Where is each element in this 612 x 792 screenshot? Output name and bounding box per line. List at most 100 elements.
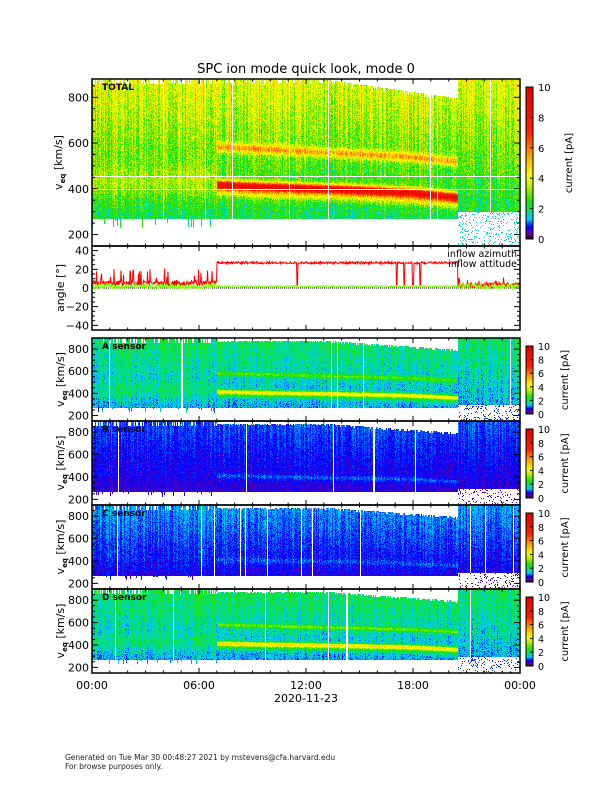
colorbar-tick-label: 10 (538, 425, 550, 436)
colorbar-tick-label: 10 (538, 593, 550, 604)
colorbar-tick-label: 4 (538, 174, 544, 185)
y-tick-label: 400 (68, 471, 89, 484)
colorbar-tick-label: 8 (538, 439, 544, 450)
colorbar-tick-label: 6 (538, 453, 544, 464)
azimuth-series (91, 259, 521, 290)
y-tick-label: −20 (66, 301, 89, 314)
panel-label-d: D sensor (102, 593, 147, 603)
y-tick-label: 600 (68, 449, 89, 462)
colorbar-total (525, 86, 534, 240)
y-axis-label: veq [km/s] (54, 352, 69, 407)
panel-label-total: TOTAL (102, 83, 134, 93)
y-tick-label: 800 (68, 343, 89, 356)
colorbar-tick-label: 4 (538, 466, 544, 477)
y-axis-label: angle [°] (54, 264, 67, 312)
spectrogram-c (92, 505, 520, 589)
spectrogram-total (92, 79, 520, 246)
colorbar-b (525, 428, 534, 499)
colorbar-tick-label: 6 (538, 144, 544, 155)
colorbar-tick-label: 8 (538, 523, 544, 534)
footer-generated: Generated on Tue Mar 30 00:48:27 2021 by… (65, 753, 336, 762)
chart-title: SPC ion mode quick look, mode 0 (197, 62, 415, 77)
colorbar-tick-label: 2 (538, 648, 544, 659)
x-tick-label: 12:00 (290, 679, 322, 692)
y-tick-label: 400 (68, 183, 89, 196)
colorbar-tick-label: 4 (538, 550, 544, 561)
colorbar-tick-label: 2 (538, 205, 544, 216)
colorbar-tick-label: 0 (538, 410, 544, 421)
y-tick-label: 800 (68, 91, 89, 104)
legend-azimuth: inflow azimuth (447, 249, 517, 260)
colorbar-a (525, 345, 534, 415)
colorbar-tick-label: 8 (538, 113, 544, 124)
colorbar-label: current [pA] (560, 601, 571, 661)
y-axis-label: veq [km/s] (54, 436, 69, 491)
y-tick-label: −40 (66, 319, 89, 332)
panel-frame-b (91, 420, 521, 506)
y-tick-label: 600 (68, 137, 89, 150)
colorbar-tick-label: 0 (538, 235, 544, 246)
panel-label-b: B sensor (102, 425, 146, 435)
footer-disclaimer: For browse purposes only. (65, 762, 163, 771)
y-tick-label: 600 (68, 533, 89, 546)
colorbar-tick-label: 6 (538, 621, 544, 632)
y-tick-label: 200 (68, 493, 89, 506)
y-tick-label: 200 (68, 661, 89, 674)
y-tick-label: 600 (68, 365, 89, 378)
colorbar-tick-label: 2 (538, 564, 544, 575)
panel-label-c: C sensor (102, 509, 146, 519)
colorbar-tick-label: 2 (538, 396, 544, 407)
colorbar-label: current [pA] (564, 133, 575, 193)
attitude-series (91, 282, 521, 291)
x-tick-label: 00:00 (504, 679, 536, 692)
y-tick-label: 400 (68, 555, 89, 568)
panel-label-a: A sensor (102, 342, 147, 352)
y-tick-label: 200 (68, 229, 89, 242)
spectrogram-b (92, 421, 520, 505)
colorbar-tick-label: 6 (538, 537, 544, 548)
legend-attitude: inflow attitude (448, 259, 517, 270)
x-tick-label: 18:00 (397, 679, 429, 692)
y-tick-label: 40 (75, 245, 89, 258)
spectrogram-d (92, 589, 520, 673)
colorbar-tick-label: 0 (538, 662, 544, 673)
colorbar-tick-label: 8 (538, 607, 544, 618)
x-tick-label: 06:00 (183, 679, 215, 692)
x-axis-label: 2020-11-23 (274, 692, 338, 705)
colorbar-tick-label: 4 (538, 634, 544, 645)
colorbar-tick-label: 8 (538, 356, 544, 367)
colorbar-label: current [pA] (560, 433, 571, 493)
panel-frame-d (91, 588, 521, 674)
panel-frame-a (91, 337, 521, 422)
colorbar-d (525, 596, 534, 667)
y-tick-label: 400 (68, 639, 89, 652)
y-tick-label: 800 (68, 510, 89, 523)
y-tick-label: 400 (68, 387, 89, 400)
y-tick-label: 200 (68, 577, 89, 590)
y-tick-label: 800 (68, 594, 89, 607)
y-axis-label: veq [km/s] (54, 520, 69, 575)
y-tick-label: 600 (68, 617, 89, 630)
y-tick-label: 200 (68, 409, 89, 422)
y-tick-label: 20 (75, 263, 89, 276)
x-tick-label: 00:00 (76, 679, 108, 692)
colorbar-tick-label: 0 (538, 494, 544, 505)
y-axis-label: veq [km/s] (52, 135, 67, 190)
spectrogram-a (92, 338, 520, 421)
colorbar-label: current [pA] (560, 517, 571, 577)
y-tick-label: 0 (82, 282, 89, 295)
panel-frame-c (91, 504, 521, 590)
colorbar-tick-label: 4 (538, 383, 544, 394)
y-tick-label: 800 (68, 426, 89, 439)
y-axis-label: veq [km/s] (54, 604, 69, 659)
colorbar-tick-label: 10 (538, 509, 550, 520)
colorbar-tick-label: 6 (538, 369, 544, 380)
panel-frame-total (91, 78, 521, 247)
colorbar-tick-label: 10 (538, 342, 550, 353)
colorbar-label: current [pA] (560, 350, 571, 410)
colorbar-c (525, 512, 534, 583)
colorbar-tick-label: 0 (538, 578, 544, 589)
colorbar-tick-label: 2 (538, 480, 544, 491)
